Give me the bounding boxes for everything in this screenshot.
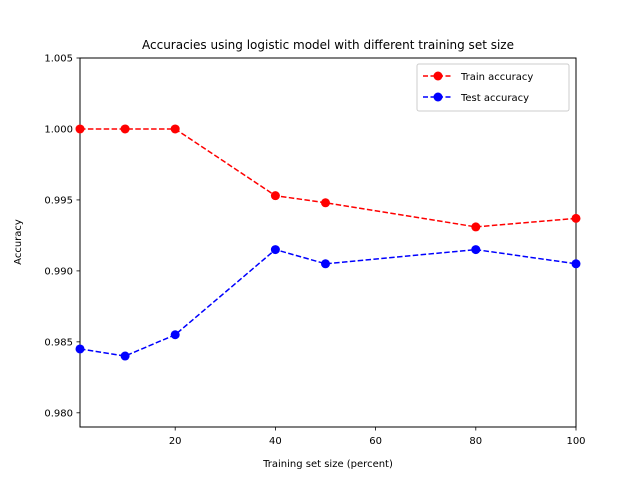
data-point-train-accuracy (170, 124, 180, 134)
data-point-test-accuracy (170, 330, 180, 340)
y-tick-label: 0.990 (44, 266, 73, 277)
x-tick-label: 60 (369, 436, 382, 447)
plot-area (79, 57, 577, 428)
data-point-test-accuracy (120, 351, 130, 361)
y-tick-label: 1.000 (44, 124, 73, 135)
data-point-test-accuracy (320, 259, 330, 269)
y-tick-label: 0.980 (44, 408, 73, 419)
y-tick-label: 0.995 (44, 195, 73, 206)
axes-frame (79, 57, 577, 428)
data-point-train-accuracy (270, 191, 280, 201)
legend-marker-train (433, 71, 443, 81)
legend-box (416, 63, 570, 112)
x-tick-label: 20 (169, 436, 182, 447)
data-point-train-accuracy (471, 222, 481, 232)
chart-title: Accuracies using logistic model with dif… (142, 38, 514, 52)
legend-marker-test (433, 92, 443, 102)
x-axis-label: Training set size (percent) (262, 459, 393, 470)
legend-label-test: Test accuracy (460, 93, 529, 104)
series-layer (75, 124, 581, 361)
legend-label-train: Train accuracy (460, 72, 533, 83)
data-point-test-accuracy (270, 245, 280, 255)
data-point-train-accuracy (571, 213, 581, 223)
x-tick-label: 80 (469, 436, 482, 447)
x-tick-label: 100 (566, 436, 585, 447)
y-tick-label: 1.005 (44, 54, 73, 65)
legend: Train accuracy Test accuracy (416, 63, 570, 112)
y-tick-label: 0.985 (44, 337, 73, 348)
y-axis-ticks: 0.980 0.985 0.990 0.995 1.000 1.005 (44, 54, 80, 419)
data-point-train-accuracy (120, 124, 130, 134)
data-point-train-accuracy (75, 124, 85, 134)
y-axis-label: Accuracy (13, 219, 24, 265)
data-point-test-accuracy (75, 344, 85, 354)
data-point-test-accuracy (471, 245, 481, 255)
x-axis-ticks: 20 40 60 80 100 (169, 427, 586, 447)
x-tick-label: 40 (269, 436, 282, 447)
data-point-train-accuracy (320, 198, 330, 208)
data-point-test-accuracy (571, 259, 581, 269)
